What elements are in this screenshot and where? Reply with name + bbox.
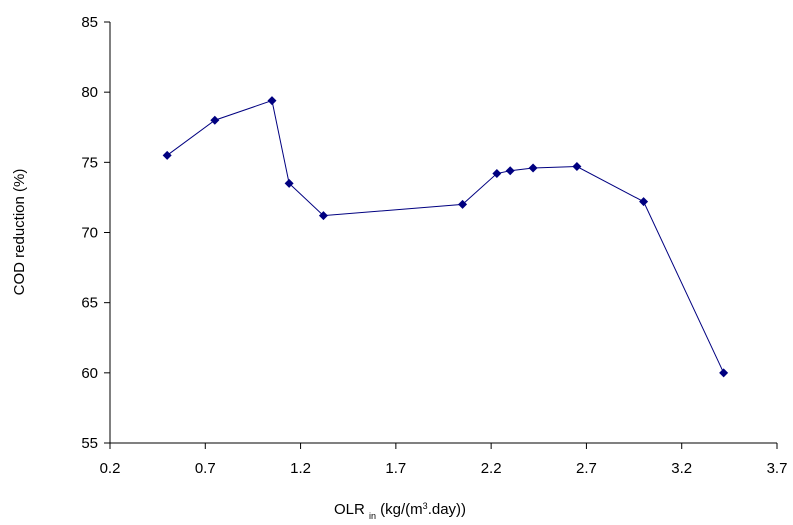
data-point [162,150,172,160]
data-point [572,162,582,172]
data-point [492,169,502,179]
y-tick-label: 70 [81,225,98,242]
x-tick-label: 2.2 [481,460,502,477]
y-tick-label: 85 [81,14,98,31]
x-axis-label-part: in [369,511,376,521]
y-tick-label: 80 [81,84,98,101]
data-point [267,96,277,106]
x-axis-label-part: (kg/(m [376,501,423,518]
y-tick-label: 60 [81,365,98,382]
data-point [528,163,538,173]
y-axis-label: COD reduction (%) [11,169,28,296]
data-point [284,178,294,188]
y-tick-label: 65 [81,295,98,312]
x-tick-label: 0.2 [100,460,121,477]
x-axis-label-part: .day)) [428,501,466,518]
x-axis-label-part: 3 [423,501,428,511]
data-point [505,166,515,176]
x-tick-label: 1.2 [290,460,311,477]
x-axis-label-part: OLR [334,501,369,518]
y-tick-label: 75 [81,154,98,171]
x-tick-label: 3.7 [767,460,788,477]
data-point [719,368,729,378]
data-point [458,199,468,209]
series-line [166,99,725,374]
data-point [210,115,220,125]
x-tick-label: 2.7 [576,460,597,477]
x-tick-label: 1.7 [385,460,406,477]
data-point [639,197,649,207]
x-axis-label: OLR in (kg/(m3.day)) [334,501,466,521]
x-tick-label: 3.2 [671,460,692,477]
data-point [318,211,328,221]
x-tick-label: 0.7 [195,460,216,477]
y-tick-label: 55 [81,435,98,452]
